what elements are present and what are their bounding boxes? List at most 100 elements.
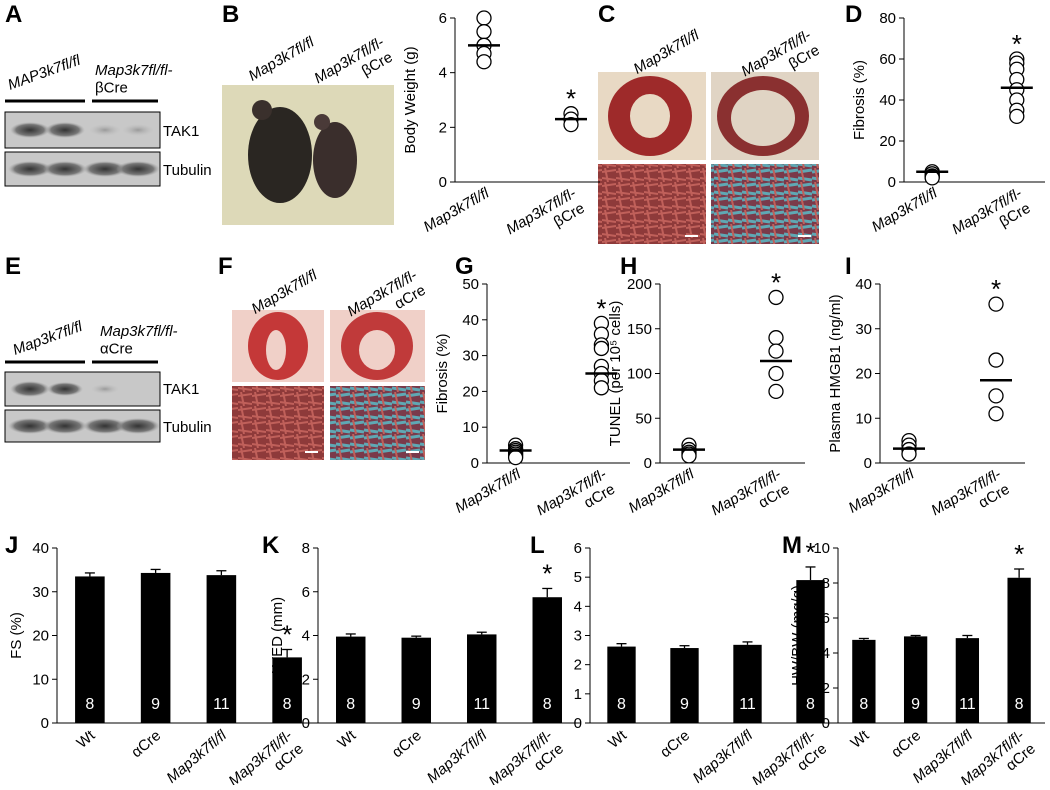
group-label: Map3k7fl/fl-αCre	[100, 323, 178, 357]
n-label: 8	[283, 696, 292, 713]
band-label: Tubulin	[163, 162, 212, 179]
x-tick-label: αCre	[888, 727, 924, 761]
n-label: 8	[85, 696, 94, 713]
data-point	[768, 365, 784, 382]
y-tick-label: 10	[813, 540, 830, 557]
bar	[733, 644, 762, 723]
y-tick-label: 0	[439, 174, 447, 191]
y-tick-label: 2	[822, 680, 830, 697]
y-tick-label: 0	[302, 715, 310, 732]
y-tick-label: 3	[574, 628, 582, 645]
data-point	[768, 343, 784, 359]
x-tick-label: αCre	[128, 727, 164, 761]
panel-label: F	[218, 253, 233, 280]
significance-marker: *	[542, 558, 552, 588]
y-tick-label: 150	[627, 321, 652, 338]
y-tick-label: 60	[879, 51, 896, 68]
x-tick-label: Map3k7fl/fl	[421, 184, 493, 235]
y-axis-label: Body Weight (g)	[402, 46, 419, 153]
x-tick-label: Map3k7fl/fl-βCre	[503, 185, 587, 253]
data-point	[1009, 108, 1025, 125]
n-label: 8	[617, 696, 626, 713]
y-tick-label: 100	[627, 366, 652, 383]
panel-label: M	[782, 532, 802, 559]
x-tick-label: Map3k7fl/fl-βCre	[949, 185, 1033, 253]
bar	[75, 576, 105, 723]
bar	[607, 646, 636, 723]
bar	[272, 657, 302, 723]
panel-label: C	[598, 1, 615, 28]
bar	[670, 648, 699, 723]
y-tick-label: 40	[462, 312, 479, 329]
significance-marker: *	[1014, 539, 1024, 569]
y-tick-label: 40	[879, 92, 896, 109]
y-tick-label: 0	[644, 455, 652, 472]
x-tick-label: Map3k7fl/fl	[846, 465, 918, 516]
bar	[467, 634, 497, 723]
x-tick-label: Map3k7fl/fl-αCre	[225, 727, 306, 785]
y-tick-label: 40	[32, 540, 49, 557]
bar	[955, 638, 980, 723]
y-tick-label: 2	[574, 657, 582, 674]
bar	[336, 636, 366, 723]
bar	[206, 575, 237, 723]
n-label: 8	[543, 696, 552, 713]
group-label: Map3k7fl/fl-βCre	[95, 62, 173, 96]
y-tick-label: 0	[471, 455, 479, 472]
y-tick-label: 30	[32, 584, 49, 601]
x-tick-label: Wt	[847, 727, 873, 752]
group-label: MAP3k7fl/fl	[6, 52, 84, 94]
data-point	[901, 446, 917, 462]
bar	[1007, 577, 1031, 723]
data-point	[476, 24, 492, 40]
bar	[852, 639, 876, 723]
histology-images	[232, 310, 425, 460]
y-tick-label: 6	[574, 540, 582, 557]
y-tick-label: 5	[574, 569, 582, 586]
significance-marker: *	[1012, 29, 1022, 59]
y-axis-label: HW/BW (mg/g)	[789, 585, 806, 686]
panel-label: D	[845, 1, 862, 28]
y-axis-label: LVES (mm)	[541, 597, 558, 673]
y-axis-label: LVED (mm)	[269, 597, 286, 674]
significance-marker: *	[805, 537, 815, 567]
data-point	[988, 296, 1004, 312]
band-label: Tubulin	[163, 419, 212, 436]
data-point	[507, 449, 524, 466]
data-point	[476, 10, 492, 26]
bar	[532, 597, 562, 723]
panel-label: H	[620, 253, 637, 280]
significance-marker: *	[566, 84, 576, 114]
y-tick-label: 50	[462, 276, 479, 293]
x-tick-label: Map3k7fl/fl-αCre	[708, 466, 792, 534]
data-point	[768, 330, 784, 346]
y-tick-label: 10	[855, 410, 872, 427]
panel-label: J	[5, 532, 18, 559]
y-tick-label: 10	[32, 671, 49, 688]
y-tick-label: 20	[462, 383, 479, 400]
y-tick-label: 20	[855, 366, 872, 383]
x-tick-label: Wt	[334, 727, 360, 752]
y-tick-label: 1	[574, 686, 582, 703]
significance-marker: *	[282, 620, 292, 650]
band-label: TAK1	[163, 381, 199, 398]
n-label: 9	[680, 696, 689, 713]
x-tick-label: αCre	[657, 727, 693, 761]
mouse-photo	[222, 85, 394, 225]
y-tick-label: 80	[879, 10, 896, 27]
y-tick-label: 40	[855, 276, 872, 293]
significance-marker: *	[771, 267, 781, 297]
y-tick-label: 30	[462, 348, 479, 365]
y-axis-label: Fibrosis (%)	[851, 60, 868, 140]
panel-label: I	[845, 253, 852, 280]
y-axis-label: TUNEL (per 10⁵ cells)	[607, 301, 624, 447]
panel-label: B	[222, 1, 239, 28]
x-tick-label: Map3k7fl/fl	[424, 727, 491, 785]
n-label: 8	[806, 696, 815, 713]
panel-label: A	[5, 1, 22, 28]
y-axis-label: Plasma HMGB1 (ng/ml)	[827, 294, 844, 452]
y-axis-label: Fibrosis (%)	[434, 333, 451, 413]
y-tick-label: 4	[439, 65, 447, 82]
y-tick-label: 200	[627, 276, 652, 293]
